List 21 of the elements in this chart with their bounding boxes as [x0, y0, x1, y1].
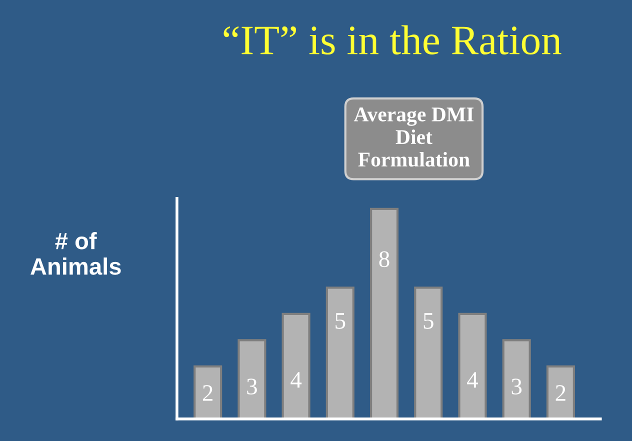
data-label: 8: [379, 251, 390, 268]
bar: [370, 208, 399, 419]
bar: [458, 312, 487, 419]
text: Average DMI Diet Formulation: [354, 108, 474, 167]
chart-title: “IT” is in the Ration: [224, 25, 562, 55]
data-label: 5: [424, 313, 434, 329]
data-label: 3: [512, 378, 522, 394]
data-label: 5: [336, 313, 346, 329]
bar: [414, 286, 443, 419]
bar: [194, 365, 222, 419]
data-label: 3: [247, 378, 257, 394]
bar: [326, 286, 354, 419]
bar: [502, 339, 531, 419]
bar: [546, 365, 575, 419]
data-label: 2: [556, 385, 566, 401]
bar: [238, 339, 266, 419]
data-label: 4: [290, 372, 302, 388]
data-label: 4: [467, 372, 478, 388]
bar: [282, 312, 310, 419]
data-label: 2: [202, 385, 212, 401]
y-axis-title: # of Animals: [30, 232, 121, 275]
